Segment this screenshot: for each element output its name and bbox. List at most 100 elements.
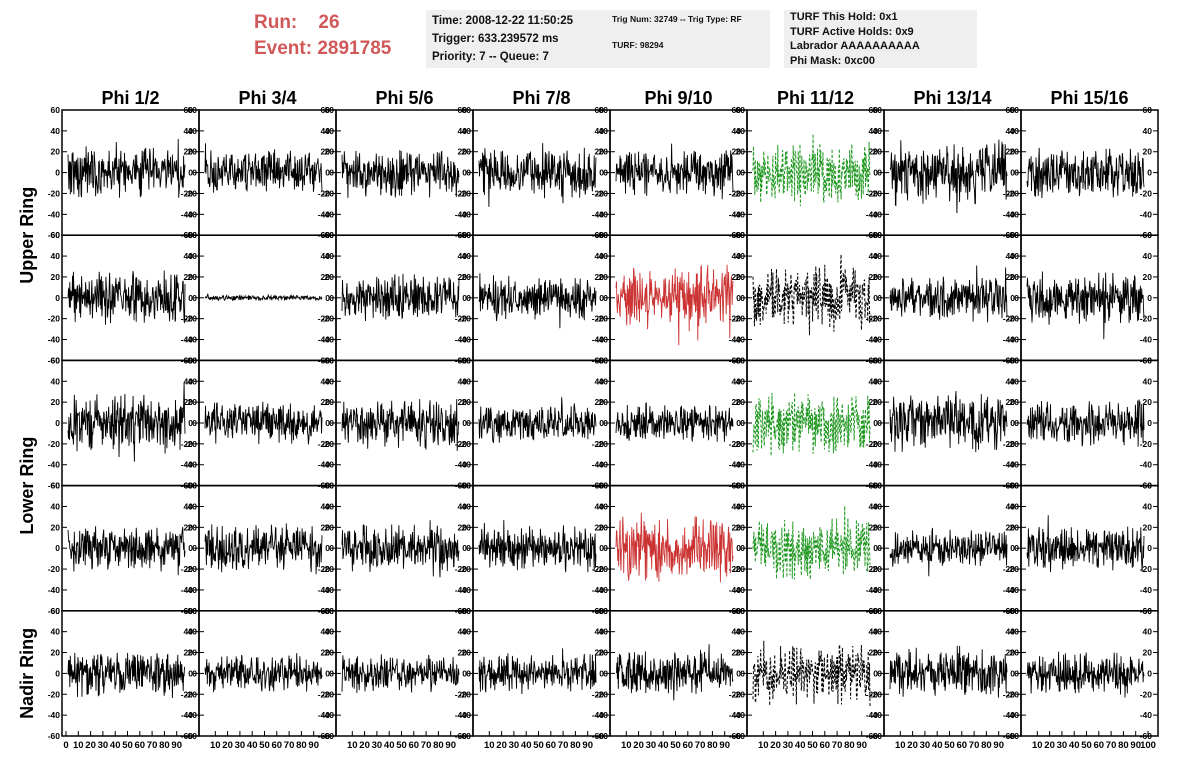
y-tick-label: -40 <box>459 460 472 470</box>
y-tick-label: 0 <box>603 293 608 303</box>
y-tick-label-right: 0 <box>1010 668 1015 678</box>
y-tick-label: -20 <box>48 564 61 574</box>
x-tick-label: 20 <box>770 740 781 751</box>
x-tick-label: 90 <box>308 740 319 751</box>
y-tick-label-right: 40 <box>458 501 468 511</box>
y-tick-label-right: 20 <box>869 397 879 407</box>
waveform-trace <box>67 138 186 198</box>
y-tick-label-right: -40 <box>455 710 468 720</box>
y-tick-label: -40 <box>322 585 335 595</box>
row-group-label: Lower Ring <box>17 437 37 535</box>
y-tick-label: 40 <box>188 627 198 637</box>
x-tick-label: 80 <box>981 740 992 751</box>
y-tick-label: -40 <box>48 335 61 345</box>
y-tick-label-right: -40 <box>455 585 468 595</box>
y-tick-label: -60 <box>48 606 61 616</box>
y-tick-label: 20 <box>325 522 335 532</box>
waveform-trace <box>67 652 186 699</box>
x-tick-label: 60 <box>683 740 694 751</box>
y-tick-label: -60 <box>459 731 472 741</box>
y-tick-label: -20 <box>48 314 61 324</box>
y-tick-label: -40 <box>459 335 472 345</box>
y-tick-label: 20 <box>51 272 61 282</box>
y-tick-label-right: -20 <box>318 564 331 574</box>
x-tick-label: 20 <box>633 740 644 751</box>
y-tick-label-right: -40 <box>866 585 879 595</box>
y-tick-label: 40 <box>325 251 335 261</box>
turf-hold-box: TURF This Hold: 0x1 TURF Active Holds: 0… <box>784 10 977 68</box>
y-tick-label: 20 <box>462 397 472 407</box>
x-tick-label: 80 <box>296 740 307 751</box>
y-tick-label-right: 60 <box>869 606 879 616</box>
y-tick-label: -60 <box>596 731 609 741</box>
turf-active-holds-text: TURF Active Holds: 0x9 <box>790 25 914 38</box>
y-tick-label: -20 <box>459 188 472 198</box>
waveform-trace <box>615 143 734 200</box>
y-tick-label: 20 <box>188 522 198 532</box>
y-tick-label-right: -20 <box>592 689 605 699</box>
y-tick-label: -40 <box>322 710 335 720</box>
y-tick-label: 20 <box>873 147 883 157</box>
y-tick-label: -40 <box>1007 335 1020 345</box>
y-tick-label: 20 <box>1010 522 1020 532</box>
y-tick-label: 40 <box>736 251 746 261</box>
y-tick-label-right: 60 <box>1006 355 1016 365</box>
y-tick-label: 0 <box>740 418 745 428</box>
y-tick-label: 60 <box>325 105 335 115</box>
y-tick-label-right: 60 <box>869 230 879 240</box>
y-tick-label: -60 <box>733 731 746 741</box>
y-tick-label-right: -40 <box>1003 335 1016 345</box>
y-tick-label: -60 <box>870 731 883 741</box>
y-tick-label-right: -60 <box>592 731 605 741</box>
y-tick-label-right: -20 <box>1140 188 1153 198</box>
trigger-text: Trigger: 633.239572 ms <box>432 33 559 45</box>
y-tick-label: 0 <box>329 293 334 303</box>
y-tick-label-right: 0 <box>188 668 193 678</box>
y-tick-label: 20 <box>51 648 61 658</box>
y-tick-label: 60 <box>736 606 746 616</box>
y-tick-label-right: -40 <box>455 209 468 219</box>
y-tick-label: -20 <box>322 439 335 449</box>
y-tick-label: -40 <box>733 460 746 470</box>
y-tick-label-right: -40 <box>1003 209 1016 219</box>
y-tick-label-right: 20 <box>184 522 194 532</box>
y-tick-label-right: 40 <box>595 501 605 511</box>
y-tick-label: -20 <box>1007 689 1020 699</box>
y-tick-label-right: 20 <box>732 147 742 157</box>
y-tick-label: 60 <box>599 355 609 365</box>
x-tick-label: 80 <box>570 740 581 751</box>
y-tick-label-right: 20 <box>732 648 742 658</box>
y-tick-label-right: 40 <box>321 501 331 511</box>
y-tick-label-right: -40 <box>1003 710 1016 720</box>
y-tick-label: 60 <box>1010 481 1020 491</box>
x-tick-label: 10 <box>621 740 632 751</box>
y-tick-label-right: -20 <box>592 188 605 198</box>
x-tick-label: 10 <box>758 740 769 751</box>
y-tick-label: 20 <box>51 522 61 532</box>
y-tick-label: 20 <box>1010 397 1020 407</box>
y-tick-label-right: 60 <box>321 105 331 115</box>
y-tick-label: -20 <box>596 439 609 449</box>
y-tick-label: -20 <box>48 188 61 198</box>
y-tick-label-right: -40 <box>318 710 331 720</box>
y-tick-label-right: -40 <box>318 460 331 470</box>
x-tick-label: 90 <box>171 740 182 751</box>
y-tick-label-right: -20 <box>592 439 605 449</box>
y-tick-label: -20 <box>596 689 609 699</box>
y-tick-label-right: -60 <box>1003 731 1016 741</box>
y-tick-label-right: 0 <box>599 293 604 303</box>
y-tick-label: 20 <box>188 648 198 658</box>
y-tick-label: -40 <box>185 585 198 595</box>
y-tick-label: 60 <box>188 230 198 240</box>
y-tick-label: 0 <box>55 293 60 303</box>
x-tick-label: 30 <box>646 740 657 751</box>
y-tick-label: 60 <box>1010 230 1020 240</box>
y-tick-label: -60 <box>48 731 61 741</box>
y-tick-label-right: 40 <box>184 126 194 136</box>
y-tick-label-right: -20 <box>318 689 331 699</box>
y-tick-label: -20 <box>185 564 198 574</box>
x-tick-label: 80 <box>844 740 855 751</box>
y-tick-label: -20 <box>733 188 746 198</box>
y-tick-label-right: 60 <box>1006 105 1016 115</box>
y-tick-label: 0 <box>466 543 471 553</box>
